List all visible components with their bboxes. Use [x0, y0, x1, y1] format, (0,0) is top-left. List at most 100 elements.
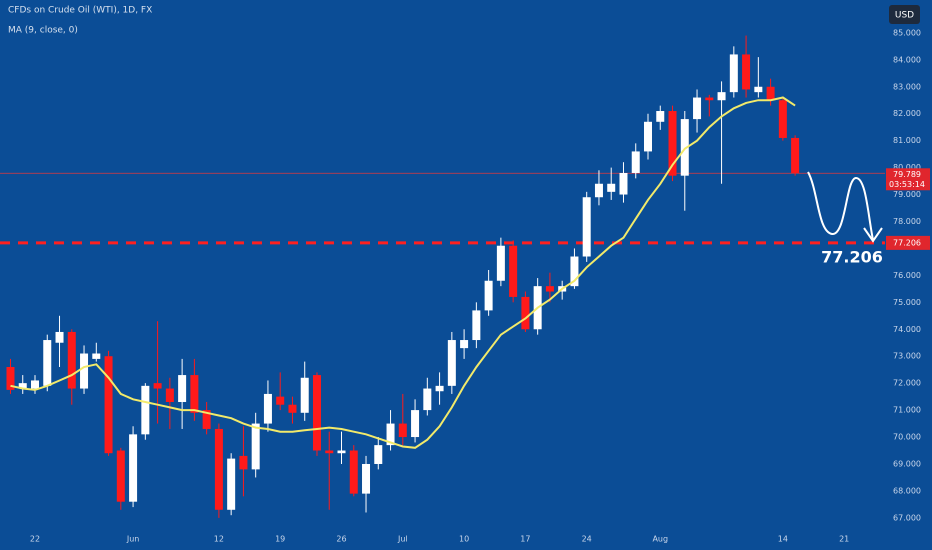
- candle-body: [276, 396, 285, 405]
- candle-body: [43, 340, 52, 386]
- candle-body: [680, 119, 689, 176]
- candle-body: [411, 410, 420, 438]
- candle-body: [165, 388, 174, 403]
- candle-body: [31, 380, 39, 389]
- forecast-arrow: [807, 171, 874, 241]
- candle-body: [545, 286, 554, 292]
- x-tick-label: 26: [336, 535, 346, 544]
- x-tick-label: 21: [839, 535, 849, 544]
- currency-button[interactable]: [889, 5, 920, 24]
- candle-body: [398, 423, 407, 438]
- x-tick-label: 24: [582, 535, 592, 544]
- candle-body: [791, 137, 800, 173]
- candle-body: [6, 366, 15, 390]
- plot-area: 67.000 68.000 69.000 70.000 71.000 72.000 73.0…: [0, 28, 921, 544]
- indicator-label: MA (9, close, 0): [8, 26, 78, 36]
- y-tick-label: 68.000: [893, 486, 921, 495]
- last-price-box: [886, 168, 930, 191]
- candle-body: [325, 450, 334, 454]
- candle-body: [374, 445, 383, 464]
- y-tick-label: 71.000: [893, 406, 921, 415]
- arrow-head: [863, 227, 883, 243]
- y-tick-label: 76.000: [893, 271, 921, 280]
- y-tick-label: 80.000: [893, 163, 921, 172]
- candle-body: [521, 296, 530, 330]
- countdown-label: 03:53:14: [889, 180, 925, 189]
- candle-body: [435, 385, 444, 392]
- candle-body: [644, 121, 652, 152]
- candle-body: [116, 450, 125, 502]
- candle-body: [766, 86, 775, 101]
- last-price-label: 79.789: [893, 170, 921, 179]
- x-tick-label: 17: [520, 535, 530, 544]
- candle-body: [668, 111, 677, 176]
- candle-body: [607, 183, 616, 192]
- candle-body: [729, 54, 738, 93]
- candle-body: [423, 388, 432, 411]
- candle-body: [92, 353, 101, 359]
- candle-body: [263, 393, 272, 424]
- candle-body: [570, 256, 579, 287]
- y-tick-label: 82.000: [893, 109, 921, 118]
- candle-body: [717, 92, 726, 101]
- candle-body: [288, 404, 297, 413]
- candle-body: [202, 410, 211, 429]
- candle-body: [386, 423, 395, 446]
- candle-body: [496, 245, 505, 281]
- candle-body: [55, 331, 64, 343]
- candle-body: [80, 353, 89, 389]
- x-tick-label: Jun: [126, 535, 140, 544]
- candle-body: [693, 97, 702, 120]
- candle-body: [141, 385, 150, 435]
- x-tick-label: 22: [30, 535, 40, 544]
- y-tick-label: 73.000: [893, 352, 921, 361]
- y-tick-label: 85.000: [893, 28, 921, 37]
- x-tick-label: 12: [214, 535, 224, 544]
- y-tick-label: 72.000: [893, 379, 921, 388]
- y-tick-label: 70.000: [893, 433, 921, 442]
- moving-average-line: [10, 96, 796, 449]
- candle-body: [104, 356, 113, 454]
- y-tick-label: 74.000: [893, 325, 921, 334]
- currency-label[interactable]: USD: [895, 11, 914, 21]
- candle-body: [214, 428, 223, 510]
- x-tick-label: 14: [778, 535, 788, 544]
- candle-body: [349, 450, 358, 494]
- x-tick-label: Aug: [652, 535, 668, 544]
- candle-body: [705, 97, 714, 101]
- candle-body: [129, 434, 138, 502]
- candle-body: [362, 463, 371, 494]
- y-tick-label: 83.000: [893, 82, 921, 91]
- candle-body: [656, 111, 665, 122]
- support-price-box: [886, 235, 930, 250]
- candle-body: [153, 383, 162, 389]
- candle-body: [509, 245, 518, 297]
- candle-body: [594, 183, 603, 198]
- candle-body: [754, 86, 763, 93]
- candle-body: [67, 331, 76, 389]
- candle-body: [178, 375, 187, 403]
- y-tick-label: 78.000: [893, 217, 921, 226]
- candle-body: [447, 340, 456, 386]
- candle-body: [239, 455, 248, 470]
- y-tick-label: 81.000: [893, 136, 921, 145]
- y-tick-label: 79.000: [893, 190, 921, 199]
- x-tick-label: 19: [275, 535, 285, 544]
- candle-body: [227, 458, 236, 510]
- candle-body: [484, 280, 493, 311]
- x-tick-label: Jul: [397, 535, 408, 544]
- chart-title: CFDs on Crude Oil (WTI), 1D, FX: [8, 6, 152, 16]
- candle-body: [631, 151, 640, 173]
- support-price-label: 77.206: [893, 238, 921, 247]
- y-tick-label: 84.000: [893, 55, 921, 64]
- candle-body: [18, 383, 27, 389]
- candle-body: [778, 100, 787, 138]
- y-tick-label: 67.000: [893, 513, 921, 522]
- y-tick-label: 75.000: [893, 298, 921, 307]
- candle-body: [742, 54, 751, 90]
- candle-body: [619, 172, 628, 195]
- y-tick-label: 69.000: [893, 459, 921, 468]
